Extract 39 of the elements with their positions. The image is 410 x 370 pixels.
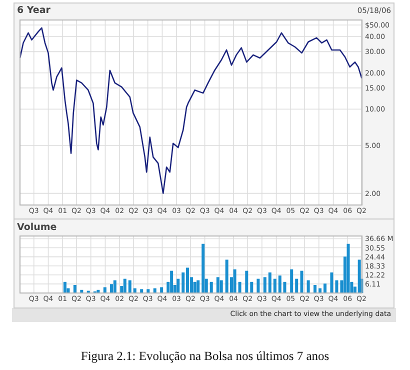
bar bbox=[73, 285, 76, 293]
bar bbox=[238, 282, 242, 293]
bar bbox=[256, 278, 260, 293]
bar bbox=[176, 278, 180, 293]
bar bbox=[233, 269, 236, 293]
bar bbox=[210, 282, 213, 293]
bar bbox=[123, 278, 126, 293]
line-series bbox=[19, 27, 362, 194]
bar bbox=[268, 272, 272, 293]
bar bbox=[160, 287, 164, 293]
bar bbox=[324, 284, 327, 293]
chart-title: Volume bbox=[17, 222, 57, 233]
bar bbox=[295, 278, 298, 293]
bar bbox=[220, 280, 223, 293]
bar bbox=[146, 289, 150, 293]
bar bbox=[63, 282, 66, 293]
bar bbox=[186, 268, 189, 293]
bar bbox=[306, 280, 310, 293]
bar bbox=[263, 277, 266, 293]
bar bbox=[245, 270, 248, 293]
bar bbox=[290, 269, 294, 293]
bar bbox=[196, 280, 200, 293]
text: Figura 2.1: Evolução na Bolsa nos últimos 7 anos bbox=[80, 349, 330, 363]
bar bbox=[335, 280, 338, 293]
bar bbox=[103, 287, 106, 293]
bar bbox=[140, 289, 144, 293]
bar bbox=[330, 272, 334, 293]
bar bbox=[170, 270, 174, 293]
bar bbox=[113, 280, 116, 293]
bar bbox=[314, 285, 317, 293]
bar bbox=[202, 244, 205, 293]
bar bbox=[250, 282, 254, 293]
bar bbox=[300, 270, 304, 293]
bar bbox=[110, 284, 113, 293]
bar bbox=[216, 277, 220, 293]
bar bbox=[128, 280, 132, 293]
chart-title: 6 Year bbox=[17, 5, 51, 16]
bar bbox=[346, 244, 350, 293]
bar bbox=[273, 278, 276, 293]
